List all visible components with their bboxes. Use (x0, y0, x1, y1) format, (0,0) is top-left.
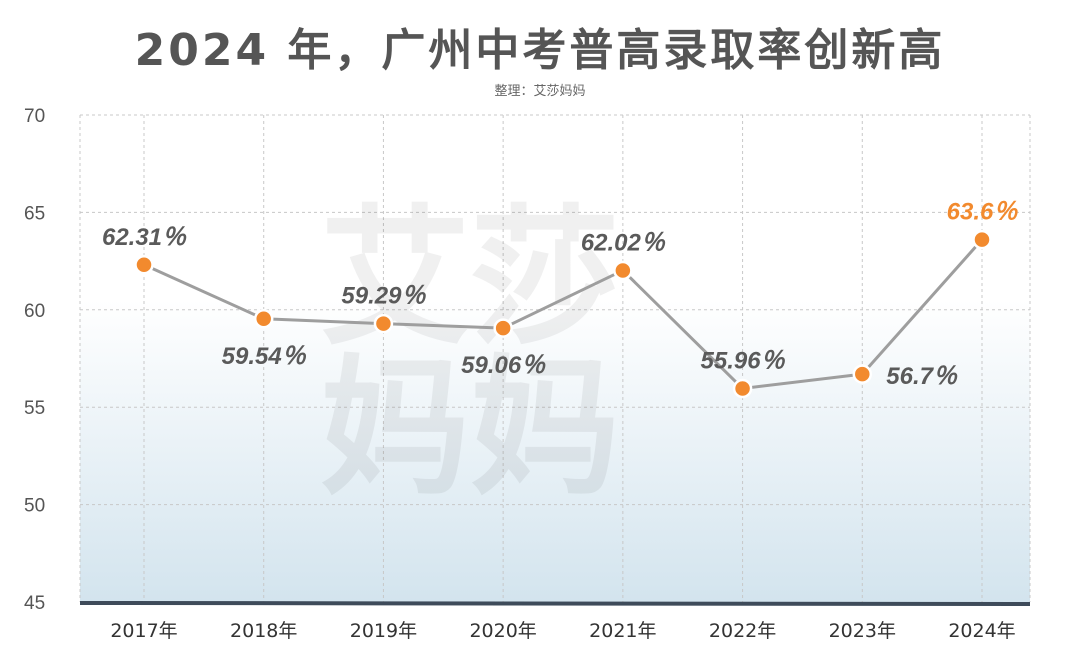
data-point[interactable] (253, 309, 274, 329)
series-line (143, 238, 984, 390)
data-point[interactable] (493, 318, 513, 338)
data-point[interactable] (613, 260, 633, 281)
watermark-text: 艾莎 (320, 192, 620, 366)
data-label: 59.29％ (341, 283, 426, 310)
x-tick-label: 2019年 (350, 620, 417, 642)
y-tick-label: 60 (24, 301, 45, 322)
y-tick-label: 65 (24, 203, 45, 224)
data-point[interactable] (732, 378, 753, 399)
y-tick-label: 55 (24, 398, 45, 419)
data-label: 59.54％ (222, 343, 307, 370)
data-point[interactable] (373, 313, 394, 334)
watermark-text: 妈妈 (320, 342, 620, 516)
x-tick-label: 2022年 (709, 620, 776, 642)
data-label: 62.02％ (581, 229, 666, 256)
data-label: 63.6％ (947, 199, 1019, 226)
x-tick-label: 2021年 (589, 620, 656, 642)
y-tick-label: 70 (24, 106, 45, 127)
y-tick-label: 45 (24, 593, 45, 614)
chart-title: 2024 年，广州中考普高录取率创新高 (134, 25, 946, 76)
plot-background (80, 299, 1030, 602)
data-point[interactable] (134, 255, 154, 275)
x-tick-label: 2017年 (110, 620, 177, 642)
x-tick-label: 2020年 (469, 620, 536, 642)
x-axis-baseline (79, 601, 1031, 606)
data-label: 59.06％ (461, 352, 546, 379)
data-label: 62.31％ (102, 224, 187, 251)
data-label: 56.7％ (886, 363, 958, 390)
data-point[interactable] (972, 229, 992, 250)
x-tick-label: 2018年 (230, 620, 297, 642)
x-tick-label: 2024年 (948, 620, 1015, 642)
x-tick-label: 2023年 (829, 620, 896, 642)
data-point[interactable] (852, 364, 873, 384)
y-tick-label: 50 (24, 496, 45, 517)
chart-subtitle: 整理：艾莎妈妈 (494, 84, 586, 99)
data-label: 55.96％ (701, 347, 786, 374)
